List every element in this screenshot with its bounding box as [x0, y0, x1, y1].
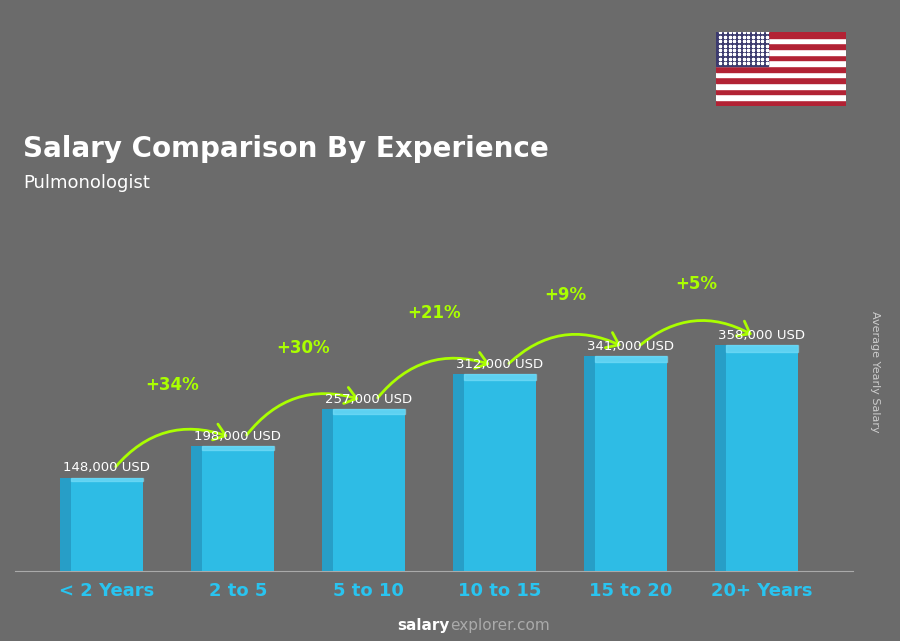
Text: salary: salary [398, 619, 450, 633]
Bar [191, 446, 202, 571]
Bar [333, 409, 405, 414]
Bar [725, 345, 797, 571]
Text: +30%: +30% [276, 339, 330, 357]
Text: +21%: +21% [408, 304, 461, 322]
Text: +9%: +9% [544, 286, 586, 304]
Bar [716, 88, 846, 94]
Bar [716, 44, 846, 49]
Text: +34%: +34% [145, 376, 199, 394]
Bar [716, 83, 846, 88]
Text: 257,000 USD: 257,000 USD [325, 393, 412, 406]
Bar [202, 446, 274, 450]
Text: 358,000 USD: 358,000 USD [718, 329, 806, 342]
Bar [716, 78, 846, 83]
Text: explorer.com: explorer.com [450, 619, 550, 633]
Bar [464, 374, 536, 380]
Bar [725, 345, 797, 352]
FancyArrowPatch shape [378, 353, 488, 398]
Bar [71, 478, 143, 571]
FancyArrowPatch shape [509, 333, 619, 363]
Text: 148,000 USD: 148,000 USD [63, 462, 150, 474]
Text: 341,000 USD: 341,000 USD [588, 340, 674, 353]
Bar [454, 374, 464, 571]
Bar [716, 94, 846, 100]
FancyArrowPatch shape [247, 387, 356, 435]
Bar [584, 356, 595, 571]
Bar [60, 478, 71, 571]
Text: 198,000 USD: 198,000 USD [194, 430, 281, 443]
Text: Average Yearly Salary: Average Yearly Salary [869, 311, 880, 433]
Bar [716, 38, 846, 44]
Bar [716, 32, 768, 66]
Bar [716, 72, 846, 78]
Text: +5%: +5% [675, 276, 717, 294]
Bar [595, 356, 667, 362]
Text: Salary Comparison By Experience: Salary Comparison By Experience [23, 135, 549, 163]
Bar [716, 100, 846, 106]
FancyArrowPatch shape [116, 424, 226, 467]
Bar [322, 409, 333, 571]
Bar [716, 54, 846, 60]
Text: Pulmonologist: Pulmonologist [23, 174, 150, 192]
Bar [595, 356, 667, 571]
Bar [716, 32, 846, 38]
Bar [716, 345, 725, 571]
Bar [716, 49, 846, 54]
Bar [716, 60, 846, 66]
Bar [71, 478, 143, 481]
Bar [202, 446, 274, 571]
Bar [716, 66, 846, 72]
Bar [464, 374, 536, 571]
Text: 312,000 USD: 312,000 USD [456, 358, 544, 371]
Bar [333, 409, 405, 571]
FancyArrowPatch shape [640, 320, 750, 345]
